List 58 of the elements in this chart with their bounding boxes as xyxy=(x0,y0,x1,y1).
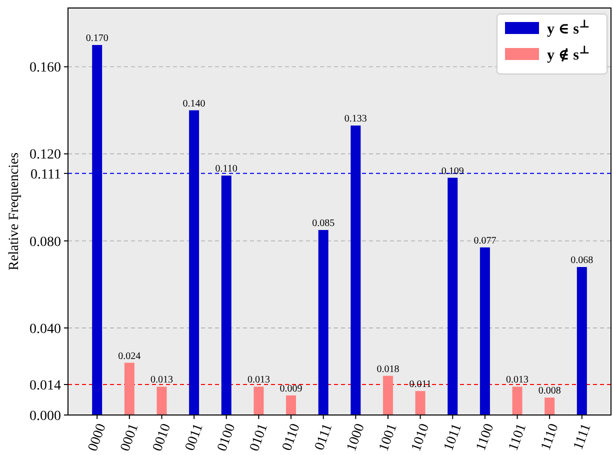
x-tick-label: 1001 xyxy=(376,422,400,454)
bar xyxy=(415,391,426,415)
x-tick-label: 1000 xyxy=(344,422,368,454)
bar xyxy=(189,110,200,415)
data-label: 0.013 xyxy=(506,374,529,386)
bar xyxy=(92,45,102,415)
bar xyxy=(512,386,522,415)
y-tick-label: 0.111 xyxy=(30,167,61,182)
data-label: 0.140 xyxy=(182,98,206,110)
y-tick-label: 0.160 xyxy=(30,60,61,76)
x-tick-label: 0100 xyxy=(215,422,239,454)
data-label: 0.133 xyxy=(344,114,367,125)
y-tick-label: 0.080 xyxy=(30,234,61,250)
data-label: 0.085 xyxy=(312,218,335,229)
y-tick-label: 0.120 xyxy=(30,148,61,163)
data-label: 0.110 xyxy=(215,164,238,175)
bar xyxy=(221,176,232,415)
bar xyxy=(156,386,167,415)
bar xyxy=(448,178,458,415)
y-axis-title: Relative Frequencies xyxy=(7,152,22,270)
x-tick-label: 0110 xyxy=(280,422,304,453)
bar xyxy=(382,376,393,415)
legend-label: y ∈ s$^{⊥}$ xyxy=(547,18,590,38)
data-label: 0.013 xyxy=(247,374,270,386)
y-tick-label: 0.000 xyxy=(30,408,61,424)
data-label: 0.013 xyxy=(150,374,173,386)
data-label: 0.018 xyxy=(376,364,400,375)
x-tick-label: 1010 xyxy=(408,422,433,454)
bar xyxy=(350,126,361,415)
bar xyxy=(124,362,134,415)
x-tick-label: 0010 xyxy=(150,422,174,454)
bar xyxy=(480,247,490,415)
data-label: 0.011 xyxy=(409,379,432,390)
y-tick-label: 0.040 xyxy=(30,322,61,337)
x-tick-label: 1011 xyxy=(441,422,465,453)
bar xyxy=(544,398,555,415)
x-tick-label: 1101 xyxy=(506,422,530,453)
x-tick-label: 0111 xyxy=(312,422,336,452)
bar xyxy=(318,230,328,415)
x-tick-label: 0101 xyxy=(247,422,272,454)
data-label: 0.077 xyxy=(474,235,496,246)
x-tick-label: 0001 xyxy=(118,422,142,454)
bar xyxy=(254,386,264,415)
data-label: 0.024 xyxy=(118,350,141,362)
x-tick-label: 1110 xyxy=(538,422,562,452)
x-tick-label: 0011 xyxy=(182,422,206,453)
x-tick-label: 0000 xyxy=(86,422,110,454)
legend-label: y ∉ s$^{⊥}$ xyxy=(547,44,590,64)
x-tick-label: 1111 xyxy=(571,422,594,452)
data-label: 0.109 xyxy=(441,166,464,177)
bar xyxy=(576,267,587,415)
bar xyxy=(286,395,296,415)
data-label: 0.170 xyxy=(86,33,108,44)
x-tick-label: 1100 xyxy=(474,422,498,453)
y-tick-label: 0.014 xyxy=(30,378,61,394)
data-label: 0.009 xyxy=(280,383,302,394)
data-label: 0.008 xyxy=(538,386,561,397)
data-label: 0.068 xyxy=(570,255,594,266)
